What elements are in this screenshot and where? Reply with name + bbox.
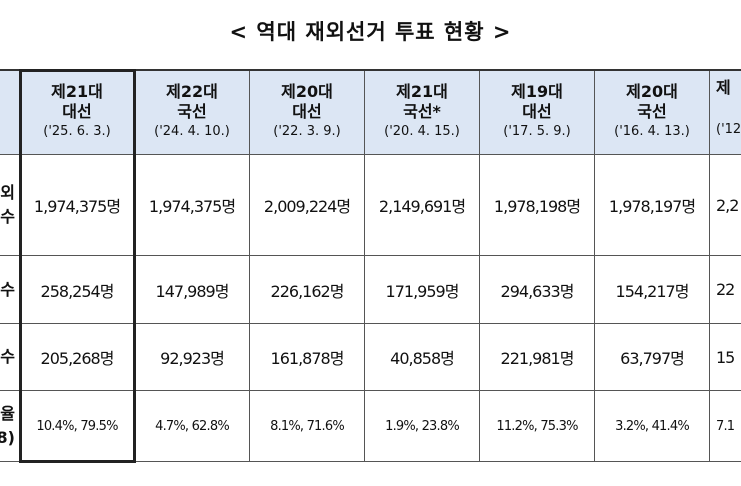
header-line: 제21대 [396, 82, 448, 101]
data-cell: 161,878명 [250, 324, 365, 391]
data-cell: 63,797명 [595, 324, 710, 391]
column-header: 제20대 국선 ('16. 4. 13.) [595, 70, 710, 155]
data-cell: 258,254명 [20, 256, 135, 324]
row-label-line: 수 [0, 347, 15, 366]
title: < 역대 재외선거 투표 현황 > [229, 20, 512, 44]
data-cell: 171,959명 [365, 256, 480, 324]
row-label-line: 수 [0, 279, 15, 299]
column-header: 제 ('12 [710, 70, 741, 155]
data-cell: 221,981명 [480, 324, 595, 391]
header-line: ('12 [716, 122, 741, 137]
data-cell: 10.4%, 79.5% [20, 391, 135, 462]
header-line: 제19대 [511, 82, 563, 101]
header-line: 국선 [177, 102, 207, 121]
column-header: 제21대 대선 ('25. 6. 3.) [20, 70, 135, 155]
data-cell: 40,858명 [365, 324, 480, 391]
data-cell: 92,923명 [135, 324, 250, 391]
data-cell: 2,149,691명 [365, 155, 480, 256]
data-cell: 1,978,198명 [480, 155, 595, 256]
row-label-line: 외 [0, 183, 15, 202]
data-cell: 8.1%, 71.6% [250, 391, 365, 462]
header-line: 대선 [292, 102, 322, 121]
data-cell: 4.7%, 62.8% [135, 391, 250, 462]
data-cell: 7.1 [710, 391, 741, 462]
header-line: 제21대 [51, 82, 103, 101]
row-label-line: 수 [0, 207, 15, 226]
table-top-border [0, 69, 741, 71]
data-cell: 2,2 [710, 155, 741, 256]
data-cell: 15 [710, 324, 741, 391]
corner-cell [0, 70, 20, 155]
header-line: ('16. 4. 13.) [614, 124, 690, 139]
data-cell: 1,974,375명 [20, 155, 135, 256]
header-line: 국선* [403, 102, 441, 121]
column-header: 제21대 국선* ('20. 4. 15.) [365, 70, 480, 155]
header-line: ('17. 5. 9.) [503, 124, 571, 139]
header-line: 제20대 [281, 82, 333, 101]
header-line: 제 [716, 78, 731, 97]
header-line: 제20대 [626, 82, 678, 101]
row-label-line: 율 [0, 404, 15, 423]
header-line: ('25. 6. 3.) [43, 124, 111, 139]
data-cell: 22 [710, 256, 741, 324]
header-line: 대선 [522, 102, 552, 121]
data-cell: 1.9%, 23.8% [365, 391, 480, 462]
data-cell: 226,162명 [250, 256, 365, 324]
data-cell: 1,978,197명 [595, 155, 710, 256]
data-cell: 154,217명 [595, 256, 710, 324]
row-label: 율 8) [0, 391, 20, 462]
column-header: 제20대 대선 ('22. 3. 9.) [250, 70, 365, 155]
row-label-line: 8) [0, 428, 15, 447]
data-cell: 205,268명 [20, 324, 135, 391]
row-label: 수 [0, 256, 20, 324]
data-cell: 1,974,375명 [135, 155, 250, 256]
data-cell: 294,633명 [480, 256, 595, 324]
header-line: 국선 [637, 102, 667, 121]
header-line: 제22대 [166, 82, 218, 101]
data-cell: 2,009,224명 [250, 155, 365, 256]
row-label: 수 [0, 324, 20, 391]
header-line: ('20. 4. 15.) [384, 124, 460, 139]
column-header: 제19대 대선 ('17. 5. 9.) [480, 70, 595, 155]
header-line: 대선 [62, 102, 92, 121]
data-cell: 11.2%, 75.3% [480, 391, 595, 462]
header-line: ('22. 3. 9.) [273, 124, 341, 139]
data-cell: 3.2%, 41.4% [595, 391, 710, 462]
header-line: ('24. 4. 10.) [154, 124, 230, 139]
column-header: 제22대 국선 ('24. 4. 10.) [135, 70, 250, 155]
data-cell: 147,989명 [135, 256, 250, 324]
